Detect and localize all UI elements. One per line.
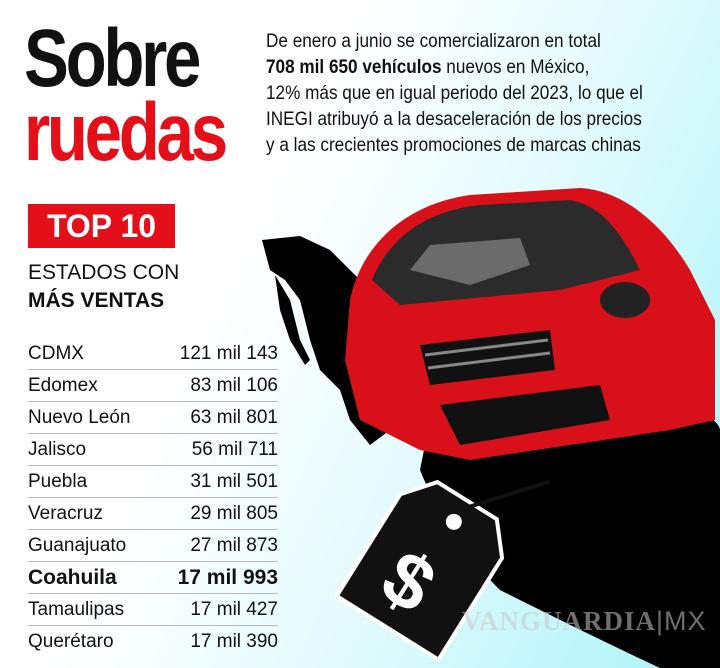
sales-value: 17 mil 427 bbox=[190, 598, 278, 620]
table-row: Veracruz 29 mil 805 bbox=[28, 498, 278, 530]
intro-line-2: 708 mil 650 vehículos nuevos en México, bbox=[266, 54, 662, 80]
watermark-brand: VANGUARDIA bbox=[462, 606, 657, 636]
state-name: Querétaro bbox=[28, 630, 114, 652]
state-name: Guanajuato bbox=[28, 534, 127, 556]
subtitle-line-2: MÁS VENTAS bbox=[28, 289, 165, 312]
state-name: Edomex bbox=[28, 374, 98, 396]
red-car bbox=[345, 188, 715, 460]
sales-value: 29 mil 805 bbox=[190, 502, 278, 524]
title-line-2: ruedas bbox=[24, 87, 228, 178]
sales-value: 56 mil 711 bbox=[191, 438, 278, 460]
watermark-suffix: |MX bbox=[656, 606, 707, 636]
table-row: Guanajuato 27 mil 873 bbox=[28, 530, 278, 562]
state-name: Nuevo León bbox=[28, 406, 131, 428]
table-row: Puebla 31 mil 501 bbox=[28, 466, 278, 498]
table-row: Nuevo León 63 mil 801 bbox=[28, 402, 278, 434]
price-tag-icon bbox=[333, 479, 551, 663]
state-name: Tamaulipas bbox=[28, 598, 125, 620]
top-10-badge: TOP 10 bbox=[28, 204, 175, 248]
intro-line-5: y a las crecientes promociones de marcas… bbox=[266, 134, 641, 156]
sales-value: 63 mil 801 bbox=[190, 406, 278, 428]
state-name: Veracruz bbox=[28, 502, 103, 524]
table-row: Querétaro 17 mil 390 bbox=[28, 626, 278, 657]
table-row: Jalisco 56 mil 711 bbox=[28, 434, 278, 466]
sales-value: 121 mil 143 bbox=[179, 342, 278, 364]
table-row: Coahuila 17 mil 993 bbox=[28, 562, 278, 594]
state-name: Jalisco bbox=[28, 438, 87, 460]
intro-line-1: De enero a junio se comercializaron en t… bbox=[266, 30, 601, 52]
sales-value: 17 mil 993 bbox=[177, 565, 278, 589]
table-row: CDMX 121 mil 143 bbox=[28, 338, 278, 370]
sales-value: 17 mil 390 bbox=[190, 630, 278, 652]
intro-line-2-rest: nuevos en México, bbox=[441, 56, 590, 78]
watermark: VANGUARDIA|MX bbox=[462, 606, 707, 637]
sales-value: 83 mil 106 bbox=[190, 374, 278, 396]
state-name: Puebla bbox=[28, 470, 88, 492]
title-line-1: Sobre bbox=[24, 13, 201, 104]
intro-paragraph: De enero a junio se comercializaron en t… bbox=[266, 28, 662, 158]
table-row: Tamaulipas 17 mil 427 bbox=[28, 594, 278, 626]
total-vehicles: 708 mil 650 vehículos bbox=[266, 56, 442, 78]
subtitle-line-1: ESTADOS CON bbox=[28, 261, 180, 284]
table-row: Edomex 83 mil 106 bbox=[28, 370, 278, 402]
state-name: Coahuila bbox=[28, 565, 117, 589]
sales-value: 27 mil 873 bbox=[190, 534, 278, 556]
sales-table: CDMX 121 mil 143 Edomex 83 mil 106 Nuevo Leó… bbox=[28, 338, 278, 657]
sales-value: 31 mil 501 bbox=[190, 470, 278, 492]
intro-line-3: 12% más que en igual periodo del 2023, l… bbox=[266, 82, 643, 104]
intro-line-4: INEGI atribuyó a la desaceleración de lo… bbox=[266, 108, 642, 130]
state-name: CDMX bbox=[28, 342, 84, 364]
